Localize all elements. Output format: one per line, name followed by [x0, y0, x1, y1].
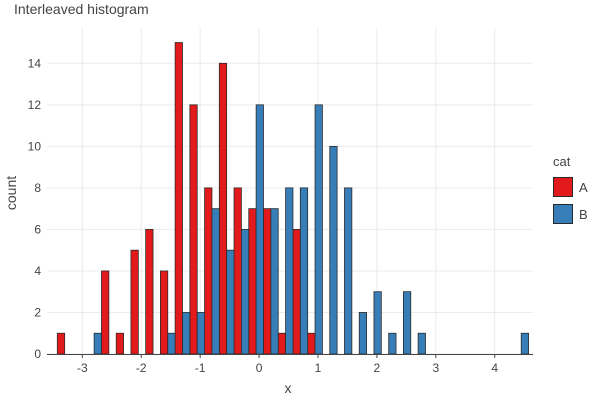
bar-a[interactable] — [233, 187, 242, 355]
legend-swatch-b — [553, 204, 573, 224]
x-tick-label: -2 — [136, 361, 147, 375]
bar-a[interactable] — [115, 332, 124, 355]
bar-b[interactable] — [388, 332, 397, 355]
bar-b[interactable] — [520, 332, 529, 355]
bar-a[interactable] — [263, 208, 272, 355]
bar-a[interactable] — [248, 208, 257, 355]
bar-b[interactable] — [167, 332, 176, 355]
bar-b[interactable] — [417, 332, 426, 355]
bar-a[interactable] — [130, 249, 139, 355]
bar-a[interactable] — [145, 229, 154, 355]
bar-b[interactable] — [299, 187, 309, 355]
bar-a[interactable] — [204, 187, 213, 355]
bar-a[interactable] — [307, 332, 316, 355]
x-tick-label: -3 — [77, 361, 88, 375]
x-axis-title: x — [285, 380, 292, 396]
bar-b[interactable] — [211, 208, 220, 355]
x-tick-label: 3 — [432, 361, 439, 375]
legend-label-b: B — [579, 206, 588, 222]
y-tick-label: 0 — [34, 347, 41, 361]
y-tick-label: 10 — [28, 139, 42, 153]
y-tick-label: 14 — [28, 56, 42, 70]
legend-item-a[interactable]: A — [553, 175, 588, 199]
y-tick-label: 6 — [34, 222, 41, 236]
bar-a[interactable] — [218, 62, 228, 355]
y-tick-label: 12 — [28, 98, 42, 112]
bar-a[interactable] — [101, 270, 110, 355]
x-tick-label: 4 — [491, 361, 498, 375]
legend-item-b[interactable]: B — [553, 202, 588, 226]
legend-swatch-a — [553, 177, 573, 197]
bar-a[interactable] — [174, 42, 183, 355]
y-tick-label: 4 — [34, 264, 41, 278]
y-tick-label: 8 — [34, 181, 41, 195]
bar-b[interactable] — [240, 229, 250, 355]
bar-b[interactable] — [93, 332, 102, 355]
bar-b[interactable] — [285, 187, 294, 355]
legend-title: cat — [553, 154, 571, 169]
bar-b[interactable] — [255, 104, 264, 355]
bar-b[interactable] — [314, 104, 323, 355]
bar-a[interactable] — [189, 104, 198, 355]
x-tick-label: 0 — [256, 361, 263, 375]
bar-b[interactable] — [344, 187, 353, 355]
bar-b[interactable] — [270, 208, 279, 355]
x-tick-label: -1 — [195, 361, 206, 375]
bar-b[interactable] — [329, 145, 338, 355]
legend-label-a: A — [579, 179, 588, 195]
x-tick-label: 2 — [374, 361, 381, 375]
bar-b[interactable] — [402, 291, 412, 355]
y-tick-label: 2 — [34, 305, 41, 319]
x-tick-label: 1 — [315, 361, 322, 375]
legend: cat A B — [553, 154, 588, 226]
bar-b[interactable] — [373, 291, 382, 355]
bar-b[interactable] — [358, 312, 367, 355]
bar-a[interactable] — [56, 332, 66, 355]
chart-title: Interleaved histogram — [14, 1, 149, 17]
bar-b[interactable] — [182, 312, 191, 355]
bar-a[interactable] — [292, 229, 301, 355]
bar-b[interactable] — [226, 249, 235, 355]
y-axis-title: count — [3, 176, 19, 210]
bar-b[interactable] — [196, 312, 205, 355]
bar-a[interactable] — [159, 270, 169, 355]
bar-a[interactable] — [277, 332, 286, 355]
